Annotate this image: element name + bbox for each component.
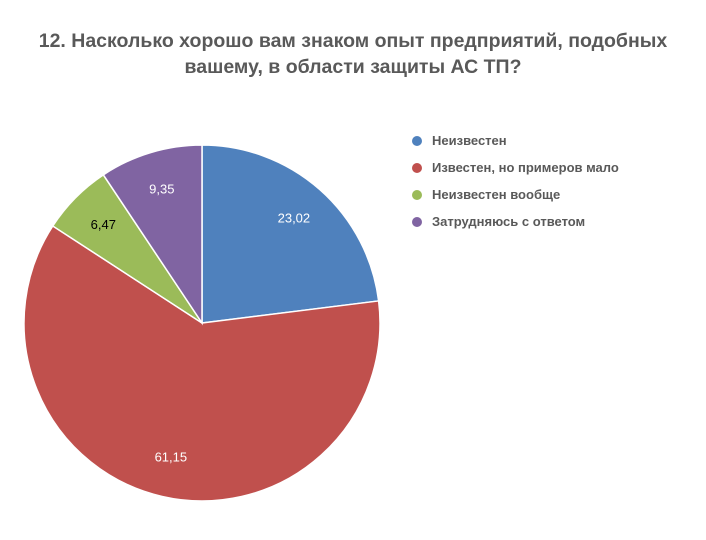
chart-title: 12. Насколько хорошо вам знаком опыт пре… [0, 28, 706, 80]
legend-marker [412, 162, 422, 173]
legend-item-neizvesten: Неизвестен [412, 127, 619, 154]
pie-slice-zatrudnyayus [102, 144, 203, 326]
legend-marker [412, 189, 422, 200]
legend-label: Неизвестен вообще [432, 187, 561, 202]
data-label-zatrudnyayus: 9,35 [149, 182, 174, 197]
data-label-izvesten-malo: 61,15 [155, 450, 188, 465]
legend-label: Неизвестен [432, 133, 507, 148]
legend-marker [412, 135, 422, 146]
legend-label: Известен, но примеров мало [432, 160, 619, 175]
legend-label: Затрудняюсь с ответом [432, 214, 586, 229]
pie-slice-izvesten-malo [23, 224, 381, 502]
chart-title-line-1: 12. Насколько хорошо вам знаком опыт пре… [38, 30, 668, 52]
pie-slice-neizvesten [201, 144, 380, 324]
legend-item-neizvesten-voobshche: Неизвестен вообще [412, 181, 619, 208]
legend-item-zatrudnyayus: Затрудняюсь с ответом [412, 208, 619, 235]
data-label-neizvesten: 23,02 [278, 210, 311, 225]
chart-title-line-2: вашему, в области защиты АС ТП? [184, 56, 522, 78]
legend-marker [412, 216, 422, 227]
data-label-neizvesten-voobshche: 6,47 [91, 217, 116, 232]
legend-item-izvesten-malo: Известен, но примеров мало [412, 154, 619, 181]
legend: Неизвестен Известен, но примеров мало Не… [412, 127, 619, 235]
